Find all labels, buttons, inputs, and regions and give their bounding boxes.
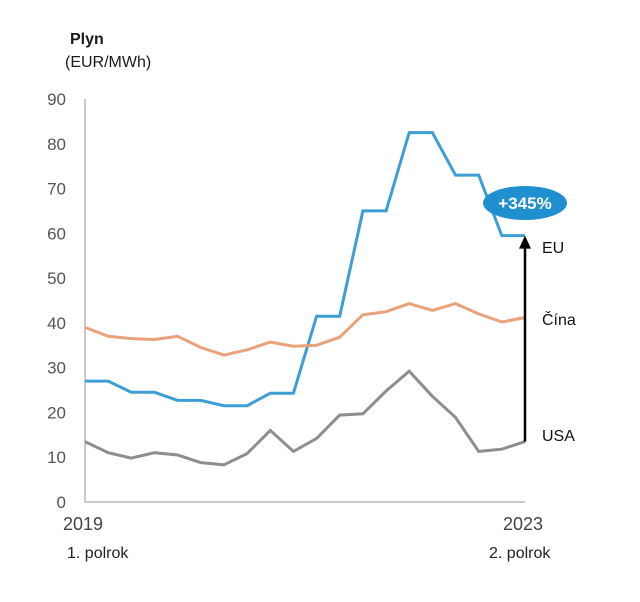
series-line-cina	[84, 302, 526, 357]
y-tick-label: 50	[47, 269, 66, 288]
x-tick-start: 2019	[63, 514, 103, 534]
y-tick-label: 80	[47, 135, 66, 154]
y-tick-label: 40	[47, 314, 66, 333]
chart-title: Plyn	[70, 31, 104, 48]
series-lines	[84, 131, 526, 467]
change-arrow-head	[519, 235, 531, 249]
legend-cina: Čína	[542, 310, 576, 329]
x-sublabel-end: 2. polrok	[489, 545, 551, 562]
y-tick-label: 90	[47, 90, 66, 109]
legend-usa: USA	[542, 428, 575, 445]
y-axis-label: (EUR/MWh)	[65, 54, 151, 71]
x-sublabel-start: 1. polrok	[67, 545, 129, 562]
y-tick-label: 30	[47, 359, 66, 378]
annotation-badge-shape	[483, 186, 567, 220]
x-tick-end: 2023	[503, 514, 543, 534]
y-axis-ticks: 0 10 20 30 40 50 60 70 80 90	[47, 90, 66, 512]
y-tick-label: 60	[47, 224, 66, 243]
legend-eu: EU	[542, 240, 564, 257]
y-tick-label: 70	[47, 180, 66, 199]
y-tick-label: 10	[47, 448, 66, 467]
y-tick-label: 0	[57, 493, 66, 512]
annotation-badge-text: +345%	[498, 194, 551, 213]
series-line-usa	[84, 369, 526, 467]
y-tick-label: 20	[47, 403, 66, 422]
series-line-eu	[85, 131, 525, 408]
annotation-badge: +345%	[483, 186, 567, 220]
